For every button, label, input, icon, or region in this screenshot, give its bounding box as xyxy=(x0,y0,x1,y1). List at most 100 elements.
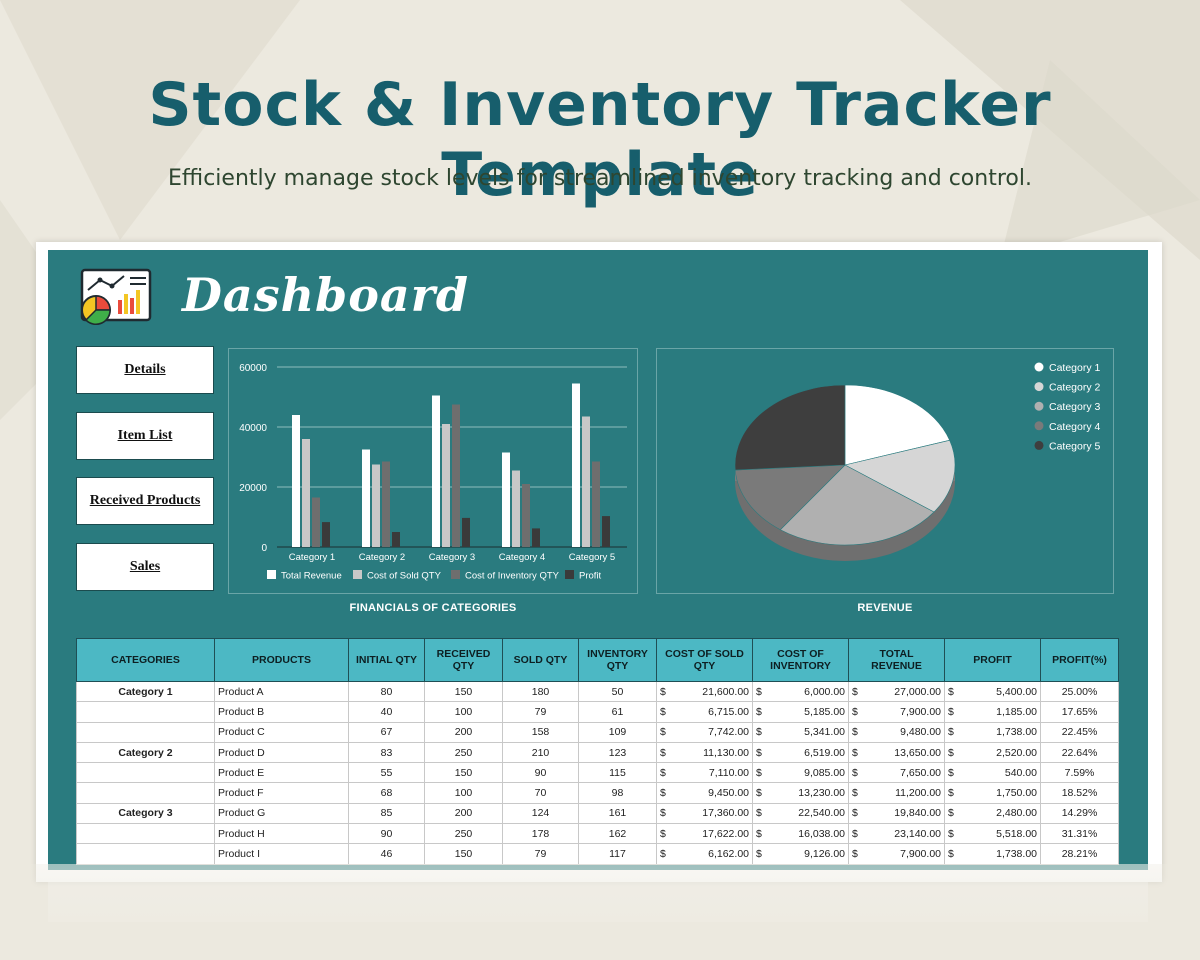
table-row[interactable]: Product F 68 100 70 98 $9,450.00 $13,230.00 $11… xyxy=(76,782,1119,804)
profit-pct-cell[interactable]: 22.45% xyxy=(1040,721,1119,743)
profit-pct-cell[interactable]: 14.29% xyxy=(1040,802,1119,825)
sold-qty-cell[interactable]: 158 xyxy=(502,721,579,743)
sold-qty-cell[interactable]: 178 xyxy=(502,823,579,845)
profit-cell[interactable]: $1,738.00 xyxy=(944,721,1041,743)
table-row[interactable]: Product I 46 150 79 117 $6,162.00 $9,126.00 $7,… xyxy=(76,843,1119,865)
table-row[interactable]: Product H 90 250 178 162 $17,622.00 $16,038.00… xyxy=(76,823,1119,845)
header-inventory-qty[interactable]: INVENTORY QTY xyxy=(578,638,657,682)
cost-of-inventory-cell[interactable]: $6,000.00 xyxy=(752,680,849,703)
initial-qty-cell[interactable]: 90 xyxy=(348,823,425,845)
profit-cell[interactable]: $5,518.00 xyxy=(944,823,1041,845)
product-cell[interactable]: Product G xyxy=(214,802,349,825)
profit-pct-cell[interactable]: 31.31% xyxy=(1040,823,1119,845)
profit-cell[interactable]: $1,750.00 xyxy=(944,782,1041,804)
profit-pct-cell[interactable]: 17.65% xyxy=(1040,701,1119,723)
sold-qty-cell[interactable]: 124 xyxy=(502,802,579,825)
sold-qty-cell[interactable]: 79 xyxy=(502,843,579,865)
category-cell[interactable] xyxy=(76,701,215,723)
cost-of-inventory-cell[interactable]: $6,519.00 xyxy=(752,741,849,764)
inventory-qty-cell[interactable]: 115 xyxy=(578,762,657,784)
profit-pct-cell[interactable]: 22.64% xyxy=(1040,741,1119,764)
inventory-qty-cell[interactable]: 98 xyxy=(578,782,657,804)
received-qty-cell[interactable]: 100 xyxy=(424,701,503,723)
initial-qty-cell[interactable]: 46 xyxy=(348,843,425,865)
table-row[interactable]: Product B 40 100 79 61 $6,715.00 $5,185.00 $7,9… xyxy=(76,701,1119,723)
cost-of-inventory-cell[interactable]: $22,540.00 xyxy=(752,802,849,825)
received-qty-cell[interactable]: 100 xyxy=(424,782,503,804)
initial-qty-cell[interactable]: 40 xyxy=(348,701,425,723)
product-cell[interactable]: Product D xyxy=(214,741,349,764)
category-cell[interactable]: Category 3 xyxy=(76,802,215,825)
product-cell[interactable]: Product C xyxy=(214,721,349,743)
profit-cell[interactable]: $1,738.00 xyxy=(944,843,1041,865)
cost-of-sold-cell[interactable]: $6,162.00 xyxy=(656,843,753,865)
total-revenue-cell[interactable]: $11,200.00 xyxy=(848,782,945,804)
cost-of-inventory-cell[interactable]: $5,341.00 xyxy=(752,721,849,743)
total-revenue-cell[interactable]: $7,900.00 xyxy=(848,843,945,865)
sold-qty-cell[interactable]: 90 xyxy=(502,762,579,784)
inventory-qty-cell[interactable]: 117 xyxy=(578,843,657,865)
product-cell[interactable]: Product E xyxy=(214,762,349,784)
cost-of-sold-cell[interactable]: $7,742.00 xyxy=(656,721,753,743)
initial-qty-cell[interactable]: 67 xyxy=(348,721,425,743)
product-cell[interactable]: Product H xyxy=(214,823,349,845)
cost-of-inventory-cell[interactable]: $9,126.00 xyxy=(752,843,849,865)
header-categories[interactable]: CATEGORIES xyxy=(76,638,215,682)
category-cell[interactable] xyxy=(76,782,215,804)
table-row[interactable]: Category 2 Product D 83 250 210 123 $11,130.00… xyxy=(76,741,1119,764)
initial-qty-cell[interactable]: 83 xyxy=(348,741,425,764)
table-row[interactable]: Product C 67 200 158 109 $7,742.00 $5,341.00 $9… xyxy=(76,721,1119,743)
header-profit[interactable]: PROFIT xyxy=(944,638,1041,682)
received-qty-cell[interactable]: 250 xyxy=(424,741,503,764)
cost-of-inventory-cell[interactable]: $16,038.00 xyxy=(752,823,849,845)
profit-cell[interactable]: $5,400.00 xyxy=(944,680,1041,703)
table-row[interactable]: Category 1 Product A 80 150 180 50 $21,600.00 $… xyxy=(76,680,1119,703)
header-initial-qty[interactable]: INITIAL QTY xyxy=(348,638,425,682)
received-qty-cell[interactable]: 150 xyxy=(424,680,503,703)
inventory-qty-cell[interactable]: 50 xyxy=(578,680,657,703)
received-qty-cell[interactable]: 150 xyxy=(424,762,503,784)
cost-of-inventory-cell[interactable]: $13,230.00 xyxy=(752,782,849,804)
cost-of-sold-cell[interactable]: $9,450.00 xyxy=(656,782,753,804)
category-cell[interactable] xyxy=(76,721,215,743)
received-products-button[interactable]: Received Products xyxy=(76,477,214,525)
inventory-qty-cell[interactable]: 109 xyxy=(578,721,657,743)
category-cell[interactable]: Category 2 xyxy=(76,741,215,764)
header-cost-of-inventory[interactable]: COST OF INVENTORY xyxy=(752,638,849,682)
initial-qty-cell[interactable]: 55 xyxy=(348,762,425,784)
cost-of-sold-cell[interactable]: $21,600.00 xyxy=(656,680,753,703)
inventory-qty-cell[interactable]: 162 xyxy=(578,823,657,845)
received-qty-cell[interactable]: 150 xyxy=(424,843,503,865)
header-products[interactable]: PRODUCTS xyxy=(214,638,349,682)
initial-qty-cell[interactable]: 85 xyxy=(348,802,425,825)
table-row[interactable]: Product E 55 150 90 115 $7,110.00 $9,085.00 $7,… xyxy=(76,762,1119,784)
header-profit-pct[interactable]: PROFIT(%) xyxy=(1040,638,1119,682)
inventory-qty-cell[interactable]: 123 xyxy=(578,741,657,764)
header-sold-qty[interactable]: SOLD QTY xyxy=(502,638,579,682)
details-button[interactable]: Details xyxy=(76,346,214,394)
header-total-revenue[interactable]: TOTAL REVENUE xyxy=(848,638,945,682)
initial-qty-cell[interactable]: 80 xyxy=(348,680,425,703)
total-revenue-cell[interactable]: $9,480.00 xyxy=(848,721,945,743)
sold-qty-cell[interactable]: 210 xyxy=(502,741,579,764)
initial-qty-cell[interactable]: 68 xyxy=(348,782,425,804)
cost-of-inventory-cell[interactable]: $9,085.00 xyxy=(752,762,849,784)
category-cell[interactable] xyxy=(76,823,215,845)
profit-cell[interactable]: $540.00 xyxy=(944,762,1041,784)
received-qty-cell[interactable]: 200 xyxy=(424,802,503,825)
total-revenue-cell[interactable]: $13,650.00 xyxy=(848,741,945,764)
product-cell[interactable]: Product B xyxy=(214,701,349,723)
received-qty-cell[interactable]: 200 xyxy=(424,721,503,743)
cost-of-sold-cell[interactable]: $17,360.00 xyxy=(656,802,753,825)
product-cell[interactable]: Product I xyxy=(214,843,349,865)
profit-cell[interactable]: $2,520.00 xyxy=(944,741,1041,764)
category-cell[interactable] xyxy=(76,843,215,865)
total-revenue-cell[interactable]: $7,650.00 xyxy=(848,762,945,784)
table-row[interactable]: Category 3 Product G 85 200 124 161 $17,360.00… xyxy=(76,802,1119,825)
category-cell[interactable] xyxy=(76,762,215,784)
header-cost-of-sold-qty[interactable]: COST OF SOLD QTY xyxy=(656,638,753,682)
total-revenue-cell[interactable]: $23,140.00 xyxy=(848,823,945,845)
received-qty-cell[interactable]: 250 xyxy=(424,823,503,845)
profit-pct-cell[interactable]: 28.21% xyxy=(1040,843,1119,865)
product-cell[interactable]: Product F xyxy=(214,782,349,804)
